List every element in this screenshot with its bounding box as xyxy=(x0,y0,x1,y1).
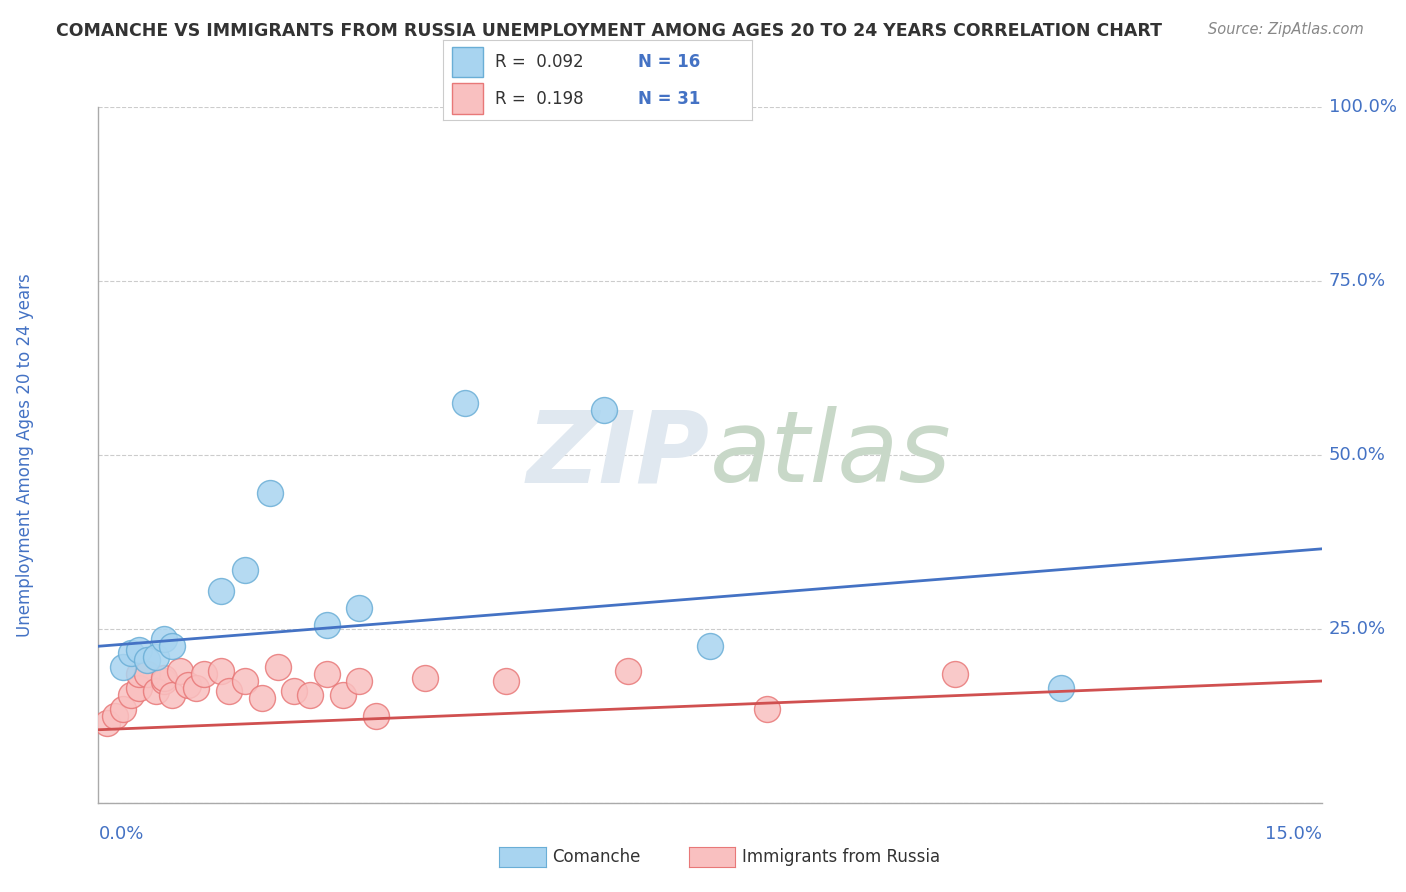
FancyBboxPatch shape xyxy=(453,84,484,114)
Point xyxy=(943,667,966,681)
Point xyxy=(96,715,118,730)
Point xyxy=(104,708,127,723)
Point xyxy=(617,664,640,678)
Text: 15.0%: 15.0% xyxy=(1264,825,1322,843)
Text: ZIP: ZIP xyxy=(527,407,710,503)
Point xyxy=(136,667,159,681)
Point xyxy=(209,583,232,598)
Point xyxy=(495,674,517,689)
Point xyxy=(315,618,337,632)
Point xyxy=(193,667,215,681)
Text: 0.0%: 0.0% xyxy=(98,825,143,843)
FancyBboxPatch shape xyxy=(453,46,484,77)
Point xyxy=(233,674,256,689)
Text: COMANCHE VS IMMIGRANTS FROM RUSSIA UNEMPLOYMENT AMONG AGES 20 TO 24 YEARS CORREL: COMANCHE VS IMMIGRANTS FROM RUSSIA UNEMP… xyxy=(56,22,1163,40)
Text: N = 31: N = 31 xyxy=(638,90,700,108)
Point xyxy=(145,649,167,664)
Point xyxy=(152,632,174,647)
Point xyxy=(111,702,134,716)
Point xyxy=(299,688,322,702)
Point xyxy=(209,664,232,678)
Text: Source: ZipAtlas.com: Source: ZipAtlas.com xyxy=(1208,22,1364,37)
Point xyxy=(152,674,174,689)
Point xyxy=(169,664,191,678)
Point xyxy=(186,681,208,695)
Point xyxy=(120,688,142,702)
Point xyxy=(364,708,387,723)
Text: 75.0%: 75.0% xyxy=(1329,272,1386,290)
Text: Unemployment Among Ages 20 to 24 years: Unemployment Among Ages 20 to 24 years xyxy=(17,273,34,637)
Point xyxy=(315,667,337,681)
Text: 100.0%: 100.0% xyxy=(1329,98,1396,116)
Point xyxy=(593,402,616,417)
Text: 25.0%: 25.0% xyxy=(1329,620,1386,638)
Text: R =  0.092: R = 0.092 xyxy=(495,53,583,70)
Point xyxy=(1049,681,1071,695)
Point xyxy=(120,646,142,660)
Point xyxy=(349,674,371,689)
Point xyxy=(413,671,436,685)
Point xyxy=(454,396,477,410)
Text: Comanche: Comanche xyxy=(553,848,641,866)
Point xyxy=(136,653,159,667)
Text: atlas: atlas xyxy=(710,407,952,503)
Point xyxy=(756,702,779,716)
Point xyxy=(128,667,150,681)
Point xyxy=(283,684,305,698)
Text: Immigrants from Russia: Immigrants from Russia xyxy=(742,848,941,866)
Point xyxy=(111,660,134,674)
Point xyxy=(177,677,200,691)
Point xyxy=(160,688,183,702)
Text: N = 16: N = 16 xyxy=(638,53,700,70)
Point xyxy=(152,671,174,685)
Point xyxy=(267,660,290,674)
Point xyxy=(250,691,273,706)
Point xyxy=(160,639,183,653)
Text: 50.0%: 50.0% xyxy=(1329,446,1385,464)
Point xyxy=(349,601,371,615)
Point xyxy=(145,684,167,698)
Point xyxy=(128,681,150,695)
Point xyxy=(218,684,240,698)
Point xyxy=(128,642,150,657)
Point xyxy=(233,563,256,577)
Point xyxy=(699,639,721,653)
Point xyxy=(259,486,281,500)
Text: R =  0.198: R = 0.198 xyxy=(495,90,583,108)
Point xyxy=(332,688,354,702)
